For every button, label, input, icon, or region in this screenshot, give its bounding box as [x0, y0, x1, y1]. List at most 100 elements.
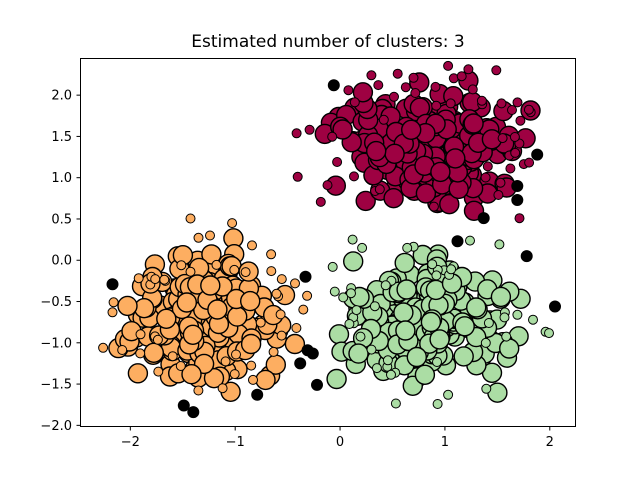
data-point-edge: [329, 286, 340, 297]
data-point-core: [355, 190, 376, 212]
data-point-edge: [268, 346, 279, 357]
data-point-core: [133, 298, 155, 319]
noise-point: [520, 250, 533, 263]
x-tick-label: 0: [336, 435, 344, 450]
data-point-edge: [248, 374, 258, 385]
data-point-core: [181, 364, 202, 385]
noise-point: [549, 300, 561, 313]
data-point-core: [454, 316, 475, 337]
noise-point: [177, 399, 190, 412]
data-point-edge: [98, 342, 109, 353]
noise-point: [294, 357, 307, 370]
data-point-edge: [491, 65, 502, 76]
data-point-edge: [515, 115, 526, 126]
data-point-edge: [255, 317, 266, 328]
data-point-edge: [369, 301, 380, 312]
x-tick-label: −2: [121, 435, 140, 450]
data-point-core: [240, 333, 262, 355]
data-point-edge: [193, 232, 204, 243]
data-point-core: [394, 252, 415, 274]
axes-frame: [80, 58, 576, 427]
data-point-edge: [366, 70, 377, 81]
data-point-edge: [304, 124, 315, 135]
data-point-edge: [510, 147, 521, 158]
data-point-core: [348, 343, 369, 364]
data-point-edge: [247, 240, 257, 251]
noise-point: [327, 79, 340, 92]
data-point-edge: [402, 242, 413, 253]
data-point-edge: [378, 114, 389, 125]
noise-point: [251, 388, 264, 401]
data-point-edge: [266, 266, 277, 277]
data-point-core: [420, 311, 442, 333]
data-point-core: [326, 368, 347, 390]
data-point-edge: [456, 71, 467, 82]
data-point-edge: [432, 357, 442, 367]
data-point-core: [383, 187, 404, 209]
data-point-edge: [494, 239, 505, 250]
data-point-edge: [327, 131, 338, 142]
data-point-edge: [344, 319, 355, 329]
data-point-core: [343, 251, 364, 272]
data-point-core: [176, 292, 198, 313]
y-axis-ticks: −2.0 −1.5 −1.0 −0.5 0.0 0.5 1.0 1.5 2.0: [40, 89, 80, 434]
data-point-core: [226, 306, 248, 327]
data-point-edge: [108, 297, 119, 308]
noise-point: [106, 278, 119, 291]
y-tick-label: −0.5: [40, 295, 72, 310]
data-point-core: [352, 82, 374, 103]
data-point-core: [453, 346, 474, 367]
data-point-core: [203, 368, 225, 389]
data-point-core: [395, 320, 416, 341]
data-point-edge: [175, 361, 186, 371]
data-point-core: [406, 346, 427, 368]
y-tick-label: 0.0: [51, 254, 72, 269]
data-point-edge: [428, 201, 439, 212]
data-point-core: [284, 333, 306, 355]
data-point-edge: [167, 351, 178, 362]
data-point-core: [415, 183, 437, 204]
data-point-edge: [291, 128, 302, 139]
data-point-edge: [499, 312, 510, 323]
noise-point: [531, 148, 544, 161]
data-point-edge: [231, 349, 241, 360]
data-point-edge: [371, 363, 382, 374]
data-point-edge: [220, 356, 231, 367]
data-point-edge: [246, 360, 257, 371]
data-point-edge: [512, 97, 523, 108]
data-point-edge: [322, 180, 333, 191]
data-point-edge: [351, 305, 362, 316]
data-point-core: [117, 295, 138, 317]
data-point-edge: [135, 348, 146, 359]
data-point-core: [239, 290, 261, 312]
data-point-edge: [481, 383, 492, 394]
data-point-edge: [493, 190, 504, 200]
data-point-core: [490, 286, 512, 308]
data-point-edge: [240, 267, 251, 278]
data-point-edge: [524, 157, 535, 168]
noise-point: [187, 406, 200, 419]
data-point-edge: [185, 213, 196, 224]
data-point-edge: [410, 88, 421, 98]
chart-title: Estimated number of clusters: 3: [191, 32, 464, 52]
data-point-edge: [523, 104, 534, 115]
y-tick-label: −1.0: [40, 336, 72, 351]
data-point-edge: [205, 230, 215, 241]
data-point-core: [201, 244, 222, 265]
data-point-edge: [217, 383, 228, 394]
data-point-core: [414, 364, 436, 385]
data-point-edge: [150, 274, 161, 285]
data-point-core: [207, 299, 228, 320]
data-point-edge: [357, 242, 368, 253]
data-point-edge: [496, 98, 507, 109]
data-point-edge: [382, 355, 393, 366]
data-point-edge: [495, 177, 506, 188]
data-point-core: [430, 161, 451, 183]
data-point-edge: [185, 266, 196, 277]
data-point-edge: [501, 331, 512, 342]
y-tick-label: −2.0: [40, 419, 72, 434]
data-point-edge: [465, 235, 475, 246]
data-point-core: [156, 308, 177, 329]
data-point-edge: [302, 290, 313, 301]
data-point-edge: [408, 72, 419, 83]
